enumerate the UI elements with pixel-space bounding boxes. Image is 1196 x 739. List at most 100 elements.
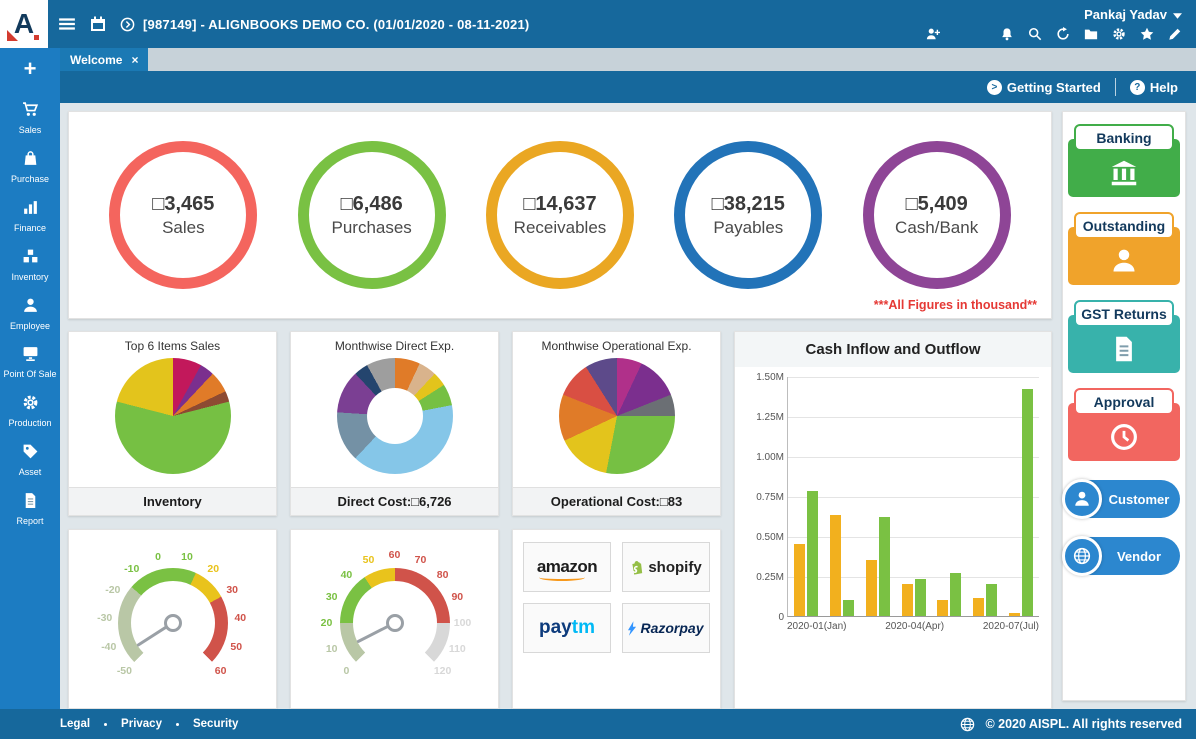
- calendar-icon[interactable]: [90, 16, 106, 32]
- payment-logo-amazon: amazon: [523, 542, 611, 592]
- card-footer: Operational Cost:□83: [513, 487, 720, 515]
- user-menu[interactable]: Pankaj Yadav: [1084, 7, 1182, 22]
- gauge-tick-label: 80: [436, 568, 449, 581]
- gst-returns-button[interactable]: GST Returns: [1068, 300, 1180, 373]
- button-label: GST Returns: [1074, 300, 1174, 327]
- banking-button[interactable]: Banking: [1068, 124, 1180, 197]
- top-items-sales-card: Top 6 Items Sales Inventory: [68, 331, 277, 516]
- footer-link-security[interactable]: Security: [192, 718, 239, 730]
- bar-outflow: [1022, 389, 1034, 616]
- bar-group: [824, 515, 860, 616]
- gauge-hub: [163, 614, 182, 632]
- footer-link-privacy[interactable]: Privacy: [121, 718, 162, 730]
- bar-inflow: [901, 584, 913, 616]
- bar-inflow: [829, 515, 841, 616]
- folder-icon[interactable]: [1084, 27, 1098, 41]
- close-icon[interactable]: ×: [131, 52, 139, 67]
- alignbooks-logo[interactable]: A: [0, 0, 48, 48]
- edit-icon[interactable]: [1168, 27, 1182, 41]
- company-title: [987149] - ALIGNBOOKS DEMO CO. (01/01/20…: [143, 16, 530, 32]
- getting-started-link[interactable]: > Getting Started: [986, 79, 1101, 95]
- boxes-icon: [22, 248, 39, 270]
- direct-expense-donut-chart: [336, 358, 453, 475]
- gauge-tick-label: 50: [362, 554, 375, 567]
- bar-outflow: [986, 584, 998, 616]
- refresh-icon[interactable]: [1056, 27, 1070, 41]
- operational-expense-pie-chart: [558, 358, 675, 475]
- card-title: Monthwise Operational Exp.: [541, 339, 692, 353]
- add-user-icon[interactable]: [926, 27, 940, 41]
- operational-expense-card: Monthwise Operational Exp. Operational C…: [512, 331, 721, 516]
- tab-welcome[interactable]: Welcome ×: [60, 48, 149, 71]
- gauge-tick-label: 40: [234, 612, 247, 625]
- topbar-icons-row: [926, 27, 1182, 41]
- gauge-tick-label: -40: [101, 640, 117, 653]
- gauge-tick-label: 120: [433, 665, 452, 678]
- sidebar-item-sales[interactable]: Sales: [0, 94, 60, 143]
- gauge-tick-label: 30: [226, 584, 239, 597]
- sidebar-item-finance[interactable]: Finance: [0, 192, 60, 241]
- bar-series: [788, 377, 1039, 616]
- bar-inflow: [1009, 613, 1021, 616]
- footer-link-legal[interactable]: Legal: [60, 718, 91, 730]
- separator-dot: [175, 722, 179, 726]
- topbar-right: Pankaj Yadav: [926, 7, 1196, 41]
- gauge-tick-label: 40: [340, 568, 353, 581]
- bar-plot-area: 0 0.25M 0.50M 0.75M 1.00M 1.25M 1.50M: [756, 372, 1039, 623]
- bar-outflow: [914, 579, 926, 616]
- gauge-tick-label: 60: [388, 549, 401, 561]
- chevron-circle-icon[interactable]: [120, 17, 135, 32]
- pill-label: Customer: [1108, 491, 1170, 507]
- company-title-group: [987149] - ALIGNBOOKS DEMO CO. (01/01/20…: [120, 17, 529, 32]
- kpi-label: Payables: [713, 217, 784, 237]
- gauge-tick-label: -10: [124, 562, 140, 575]
- gauge-tick-label: 20: [320, 617, 333, 629]
- hamburger-icon[interactable]: [58, 15, 76, 33]
- customer-button[interactable]: Customer: [1062, 479, 1180, 519]
- sidebar-item-label: Sales: [18, 125, 42, 135]
- sidebar-item-employee[interactable]: Employee: [0, 290, 60, 339]
- sidebar-item-asset[interactable]: Asset: [0, 436, 60, 485]
- chart-title: Cash Inflow and Outflow: [735, 332, 1051, 367]
- star-icon[interactable]: [1140, 27, 1154, 41]
- add-new-button[interactable]: +: [23, 56, 37, 81]
- approval-button[interactable]: Approval: [1068, 388, 1180, 461]
- bar-outflow: [878, 517, 890, 616]
- bar-inflow: [865, 560, 877, 616]
- gauge-tick-label: 0: [155, 550, 161, 563]
- dashboard-left: □3,465 Sales □6,486 Purchases □14,637 Receiva…: [68, 111, 1052, 709]
- y-tick-label: 0.75M: [756, 492, 784, 503]
- sidebar-item-point-of-sale[interactable]: Point Of Sale: [0, 338, 60, 387]
- bell-icon[interactable]: [1000, 27, 1014, 41]
- logo-letter: A: [13, 8, 35, 39]
- kpi-value: □14,637: [523, 192, 597, 215]
- gauge-tick-label: 60: [214, 665, 227, 678]
- gear-icon[interactable]: [1112, 27, 1126, 41]
- sidebar-item-report[interactable]: Report: [0, 485, 60, 534]
- bar-group: [1003, 389, 1039, 616]
- sidebar-item-production[interactable]: Production: [0, 387, 60, 436]
- copyright-text: © 2020 AISPL. All rights reserved: [985, 717, 1182, 731]
- cash-flow-card: Cash Inflow and Outflow 0 0.25M 0.50M 0.75M…: [734, 331, 1052, 709]
- person-icon: [22, 297, 39, 319]
- search-icon[interactable]: [1028, 27, 1042, 41]
- right-action-panel: Banking Outstanding GST Returns Approval Cus…: [1062, 111, 1186, 701]
- sidebar-item-label: Production: [8, 418, 52, 429]
- amazon-smile-icon: [538, 574, 586, 581]
- sidebar-item-label: Purchase: [10, 173, 50, 184]
- gauge-tick-label: -20: [105, 584, 121, 597]
- sidebar-item-purchase[interactable]: Purchase: [0, 143, 60, 192]
- kpi-note: ***All Figures in thousand**: [873, 298, 1037, 312]
- x-tick-label: 2020-04(Apr): [885, 620, 945, 632]
- chart-bars-icon: [22, 199, 39, 221]
- sidebar-item-inventory[interactable]: Inventory: [0, 241, 60, 290]
- gauge-chart-2: 0 10 20 30 40 50 60 70 80 90 100 110 120: [310, 538, 480, 698]
- tab-bar: Welcome ×: [60, 48, 1196, 71]
- outstanding-button[interactable]: Outstanding: [1068, 212, 1180, 285]
- kpi-label: Purchases: [331, 217, 412, 237]
- card-footer: Direct Cost:□6,726: [291, 487, 498, 515]
- help-link[interactable]: ? Help: [1129, 79, 1178, 95]
- gauge-tick-label: -50: [116, 665, 132, 678]
- vendor-button[interactable]: Vendor: [1062, 536, 1180, 576]
- globe-icon[interactable]: [960, 717, 975, 732]
